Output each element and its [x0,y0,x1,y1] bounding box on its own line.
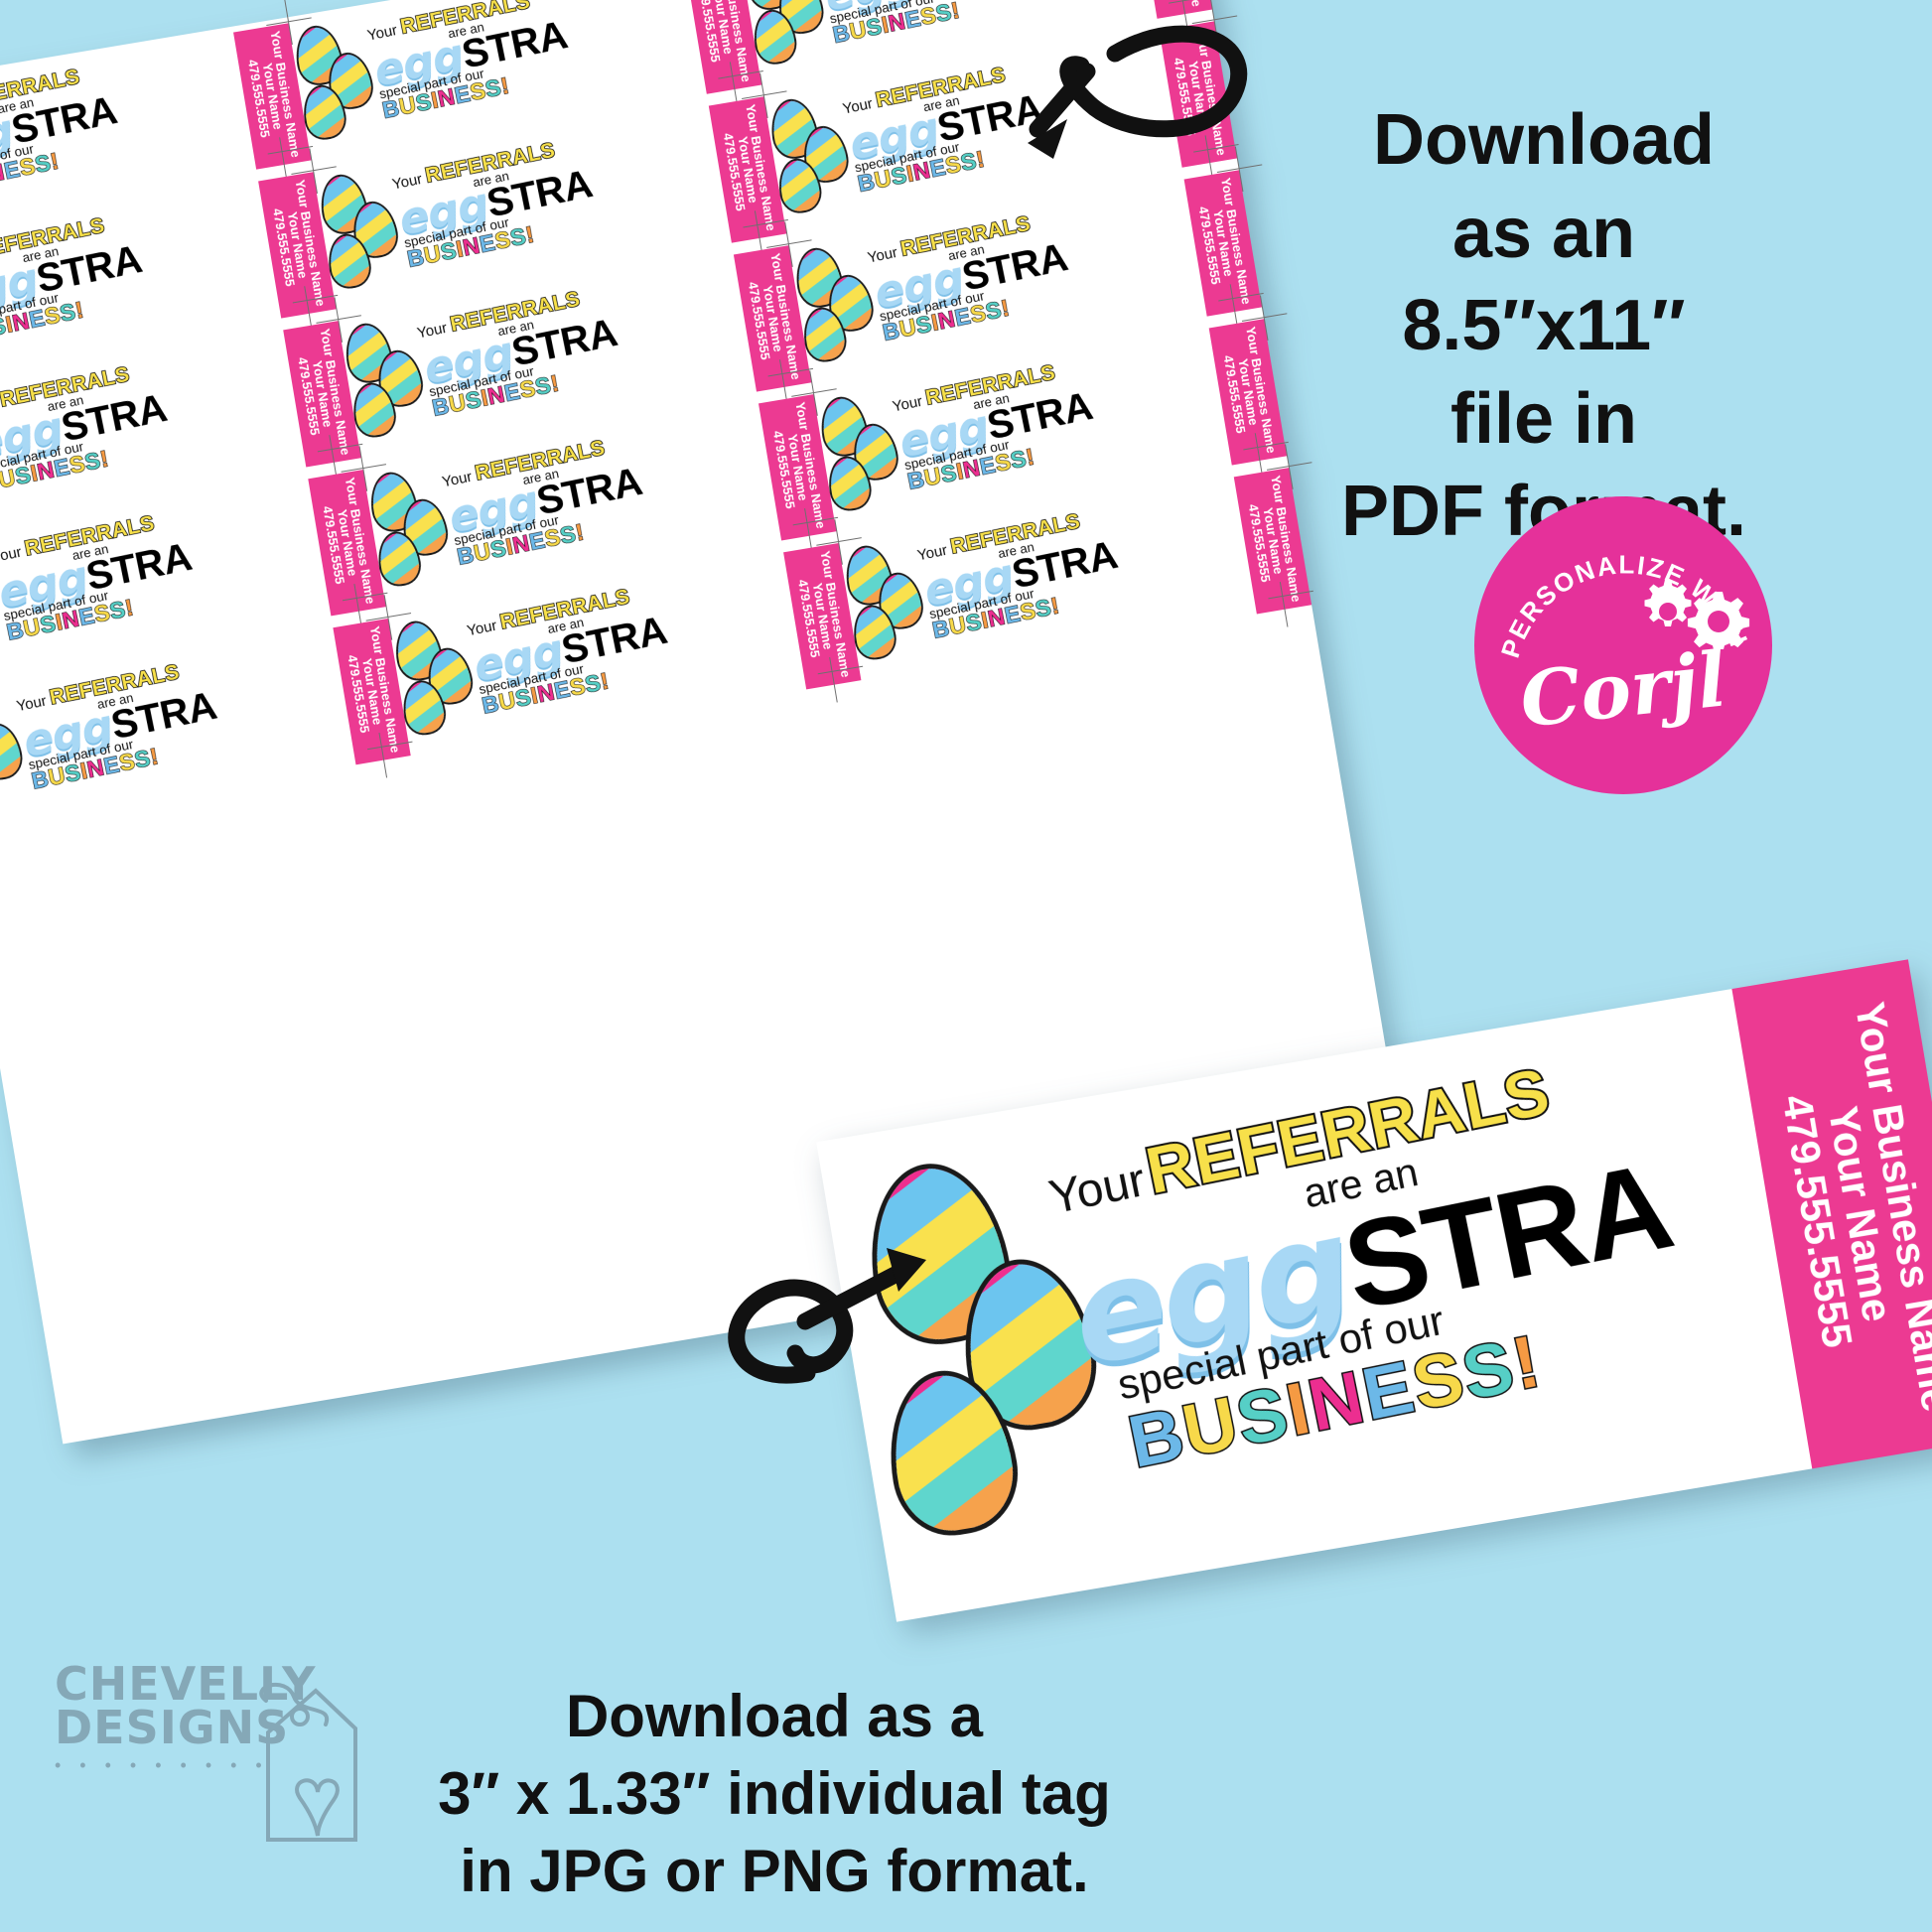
caption-top-line3: 8.5″x11″ [1402,286,1686,366]
watermark-line-2: DESIGNS [55,1700,290,1754]
caption-bottom-line1: Download as a [565,1683,984,1749]
crop-mark [1266,577,1318,629]
caption-top-line1: Download [1373,100,1715,180]
caption-pdf-download: Download as an 8.5″x11″ file in PDF form… [1176,94,1911,559]
caption-top-line2: as an [1451,193,1636,273]
curved-arrow-icon [710,1206,968,1395]
chevelly-designs-watermark: CHEVELLY DESIGNS • • • • • • • • • [55,1661,357,1886]
caption-top-line4: file in [1449,378,1637,459]
caption-bottom-line3: in JPG or PNG format. [460,1838,1089,1904]
curved-arrow-icon [998,20,1266,199]
watermark-dots: • • • • • • • • • [55,1755,269,1776]
price-tag-icon [259,1682,357,1842]
caption-individual-tag-download: Download as a 3″ x 1.33″ individual tag … [328,1678,1221,1910]
personalize-with-corjl-badge: PERSONALIZE WITH Corjl [1474,496,1772,794]
caption-bottom-line2: 3″ x 1.33″ individual tag [438,1760,1111,1827]
